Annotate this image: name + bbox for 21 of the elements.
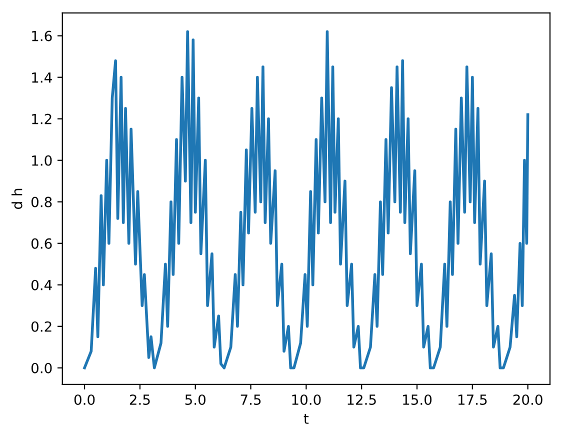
y-tick-label: 1.6 [32,30,52,42]
x-tick-label: 17.5 [458,394,487,405]
y-tick-label: 0.0 [31,362,52,374]
y-tick-label: 0.6 [31,238,52,249]
x-tick-label: 10.0 [292,394,321,405]
y-tick-label: 0.2 [31,321,52,332]
y-axis-title: d h [12,188,22,209]
y-tick-label: 0.8 [31,196,52,208]
x-tick-label: 20.0 [513,394,542,405]
x-tick-label: 15.0 [403,394,432,405]
x-tick-label: 2.5 [130,394,150,405]
x-tick-label: 12.5 [348,394,376,405]
line-series [83,30,530,370]
x-tick-label: 0.0 [74,394,95,405]
y-tick-label: 1.0 [32,155,52,166]
x-tick-label: 5.0 [185,394,206,405]
x-tick-label: 7.5 [240,394,261,405]
y-tick-label: 0.4 [31,280,52,290]
y-tick-label: 1.4 [32,72,52,83]
x-axis-title: t [304,414,309,424]
y-tick-label: 1.2 [32,114,52,124]
